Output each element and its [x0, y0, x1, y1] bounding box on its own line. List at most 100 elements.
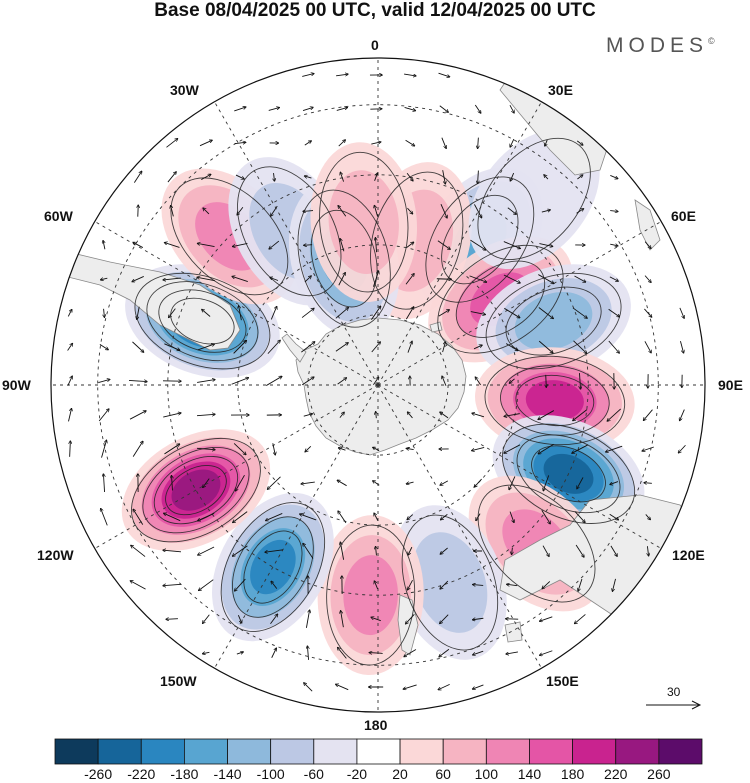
wind-arrow — [271, 648, 277, 658]
wind-arrow — [338, 206, 347, 217]
colorbar-swatch — [356, 738, 401, 765]
wind-arrow — [132, 275, 144, 281]
wind-arrow — [505, 343, 518, 351]
wind-arrow — [436, 279, 451, 280]
south-america — [59, 249, 241, 351]
lon-label-150e: 150E — [546, 673, 579, 689]
wind-arrow — [336, 74, 348, 76]
wind-arrow — [233, 511, 248, 523]
contour-line — [170, 297, 235, 345]
wind-arrow — [301, 377, 314, 386]
wind-arrow — [572, 307, 587, 318]
wind-arrow — [542, 545, 549, 557]
wind-arrow — [610, 545, 617, 556]
wind-arrow — [478, 170, 479, 184]
contour-group — [401, 514, 499, 651]
colorbar-tick-label: 60 — [435, 766, 451, 782]
wind-arrow — [269, 240, 280, 249]
brand-mark: © — [708, 36, 715, 46]
wind-arrow — [233, 243, 248, 246]
lon-label-120w: 120W — [37, 547, 74, 563]
wind-arrow — [403, 684, 417, 689]
colorbar-tick-label: 140 — [517, 766, 542, 782]
colorbar-tick-label: 220 — [604, 766, 628, 782]
wind-arrow — [541, 210, 550, 213]
wind-arrow — [407, 207, 412, 214]
wind-arrow — [371, 306, 380, 320]
lon-label-180: 180 — [364, 717, 388, 733]
wind-arrow — [338, 140, 346, 147]
wind-arrow — [202, 310, 211, 317]
colorbar-swatch — [227, 738, 272, 765]
wind-arrow — [509, 378, 515, 383]
colorbar-tick-label: 100 — [474, 766, 499, 782]
wind-arrow — [573, 340, 587, 353]
contour-line — [455, 260, 546, 338]
wind-arrow — [237, 614, 241, 623]
colorbar-tick-label: -140 — [213, 766, 242, 782]
wind-arrow — [405, 139, 415, 146]
wind-arrow — [512, 547, 513, 555]
wind-arrow — [133, 509, 144, 525]
wind-arrow — [406, 482, 414, 484]
wind-arrow — [442, 376, 447, 386]
wind-arrow — [473, 684, 484, 689]
wind-arrow — [233, 443, 246, 454]
wind-arrow — [608, 308, 620, 316]
wind-arrow — [578, 578, 583, 591]
meridian-line — [377, 101, 542, 386]
wind-arrow — [376, 547, 377, 556]
wind-arrow — [163, 413, 181, 418]
wind-arrow — [577, 477, 584, 488]
contour-group — [319, 151, 409, 293]
wind-arrow — [406, 172, 413, 180]
wind-arrow — [642, 446, 654, 451]
colorbar-swatch — [399, 738, 444, 765]
wind-arrow — [341, 611, 344, 628]
wind-arrow — [67, 376, 72, 386]
wind-arrow — [575, 544, 584, 557]
wind-arrow — [304, 245, 313, 246]
colorbar-tick-label: -20 — [346, 766, 368, 782]
wind-arrow — [132, 441, 143, 457]
wind-arrow — [546, 374, 547, 387]
colorbar-swatch — [54, 738, 99, 765]
wind-arrow — [101, 440, 107, 458]
wind-arrow — [542, 581, 551, 588]
tasmania — [504, 621, 523, 643]
colorbar-tick-label: -100 — [256, 766, 285, 782]
wind-arrow — [236, 652, 243, 654]
wind-arrow — [196, 448, 215, 449]
lon-label-60e: 60E — [671, 208, 696, 224]
wind-arrow — [540, 616, 553, 621]
wind-arrow — [302, 74, 314, 77]
wind-arrow — [407, 580, 413, 590]
wind-arrow — [340, 172, 345, 182]
wind-arrow — [272, 443, 275, 454]
wind-arrow — [440, 580, 449, 589]
wind-arrow — [133, 242, 144, 248]
reference-arrowhead — [691, 700, 702, 710]
wind-arrow — [233, 341, 247, 354]
wind-arrow — [680, 409, 685, 421]
wind-arrow — [438, 72, 450, 77]
contour-line — [477, 484, 596, 603]
contour-line — [146, 281, 259, 362]
wind-arrow — [376, 412, 377, 419]
meridian-line — [377, 384, 542, 669]
wind-arrow — [199, 140, 212, 147]
wind-arrow — [474, 204, 481, 217]
wind-arrow — [373, 377, 378, 385]
wind-arrow — [474, 478, 482, 487]
wind-arrow — [441, 513, 448, 519]
wind-arrow — [369, 653, 383, 654]
lon-label-90e: 90E — [718, 377, 743, 393]
wind-arrow — [305, 610, 309, 628]
wind-arrow — [301, 308, 314, 318]
wind-arrow — [239, 306, 242, 321]
colorbar-swatch — [270, 738, 315, 765]
wind-arrow — [198, 512, 215, 520]
wind-arrow — [197, 380, 215, 383]
wind-arrow — [235, 474, 245, 491]
wind-arrow — [440, 203, 447, 218]
